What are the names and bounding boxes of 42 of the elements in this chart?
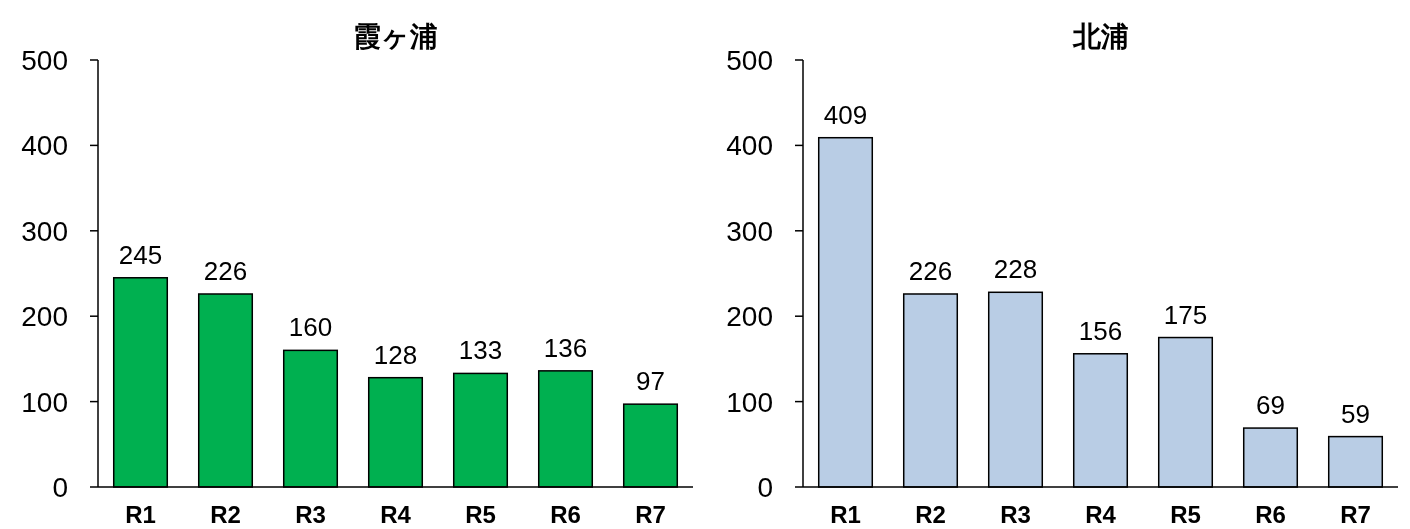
chart-title: 北浦	[1071, 21, 1129, 52]
y-tick-label: 200	[21, 301, 68, 333]
y-tick-label: 200	[726, 301, 773, 333]
x-tick-label: R3	[1000, 501, 1031, 528]
data-label: 175	[1163, 299, 1208, 330]
x-tick-label: R4	[380, 501, 412, 528]
y-tick-label: 400	[726, 130, 773, 162]
x-tick-label: R6	[550, 501, 581, 528]
data-label: 409	[823, 99, 868, 130]
y-tick-label: 500	[726, 45, 773, 76]
x-tick-label: R2	[915, 501, 946, 528]
y-tick-label: 300	[21, 215, 68, 247]
y-tick-label: 400	[21, 130, 68, 162]
data-label: 160	[288, 312, 333, 343]
y-tick-label: 500	[21, 45, 68, 76]
y-tick-label: 0	[52, 472, 68, 503]
data-label: 59	[1341, 398, 1370, 429]
data-label: 136	[543, 332, 588, 363]
x-tick-label: R1	[830, 501, 861, 528]
y-tick-label: 100	[21, 386, 68, 418]
x-tick-label: R4	[1085, 501, 1117, 528]
data-label: 156	[1078, 315, 1123, 346]
data-label: 128	[373, 339, 418, 370]
x-tick-label: R3	[295, 501, 326, 528]
y-tick-label: 0	[757, 472, 773, 503]
y-tick-label: 100	[726, 386, 773, 418]
data-label: 226	[203, 256, 248, 286]
x-tick-label: R2	[210, 501, 241, 528]
data-label: 245	[118, 239, 163, 270]
data-label: 228	[993, 254, 1038, 285]
chart-title: 霞ヶ浦	[353, 21, 438, 52]
x-tick-label: R7	[1340, 501, 1371, 528]
data-label: 226	[908, 256, 953, 286]
data-label: 97	[636, 366, 665, 397]
x-tick-label: R7	[635, 501, 666, 528]
y-tick-label: 300	[726, 215, 773, 247]
x-tick-label: R5	[465, 501, 496, 528]
data-label: 69	[1256, 390, 1285, 421]
x-tick-label: R5	[1170, 501, 1201, 528]
x-tick-label: R6	[1255, 501, 1286, 528]
x-tick-label: R1	[125, 501, 156, 528]
data-label: 133	[458, 335, 503, 366]
